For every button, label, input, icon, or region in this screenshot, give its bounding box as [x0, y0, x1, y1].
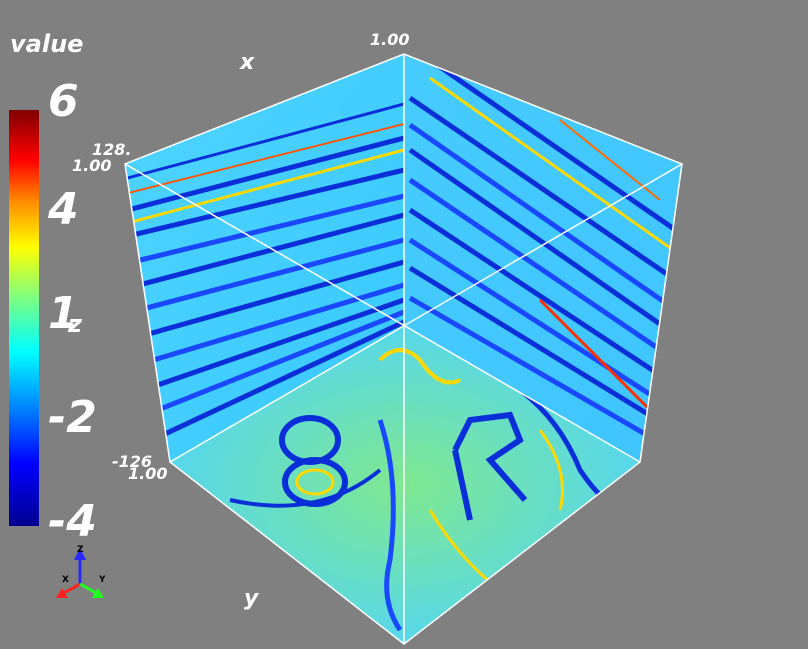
- orientation-y-label: Y: [99, 575, 106, 585]
- legend-tick-suffix: z: [68, 310, 82, 338]
- legend-tick-1: 1: [48, 288, 79, 339]
- bottom-slice-face: [170, 325, 640, 644]
- orientation-x-label: X: [62, 575, 69, 585]
- cube-top-label: 1.00: [370, 30, 410, 49]
- cube-left-bottom-label-b: 1.00: [128, 464, 168, 483]
- orientation-z-label: Z: [77, 545, 84, 555]
- cube-left-bottom-label-a: -126: [112, 452, 153, 471]
- axis-y-label: y: [244, 586, 259, 611]
- cube-left-top-label-a: 128.: [92, 140, 132, 159]
- right-slice-face: [404, 54, 682, 462]
- legend-tick-neg4: -4: [48, 496, 97, 547]
- cube-left-top-label-b: 1.00: [72, 156, 112, 175]
- axis-x-label: x: [240, 50, 255, 75]
- orientation-axes-widget: [56, 548, 104, 598]
- cube-outline: [124, 53, 683, 645]
- legend-tick-4: 4: [48, 184, 79, 235]
- left-slice-face: [125, 54, 404, 462]
- legend-tick-neg2: -2: [48, 392, 97, 443]
- legend-title: value: [10, 30, 84, 58]
- colorbar: [9, 110, 39, 526]
- legend-tick-6: 6: [48, 76, 79, 127]
